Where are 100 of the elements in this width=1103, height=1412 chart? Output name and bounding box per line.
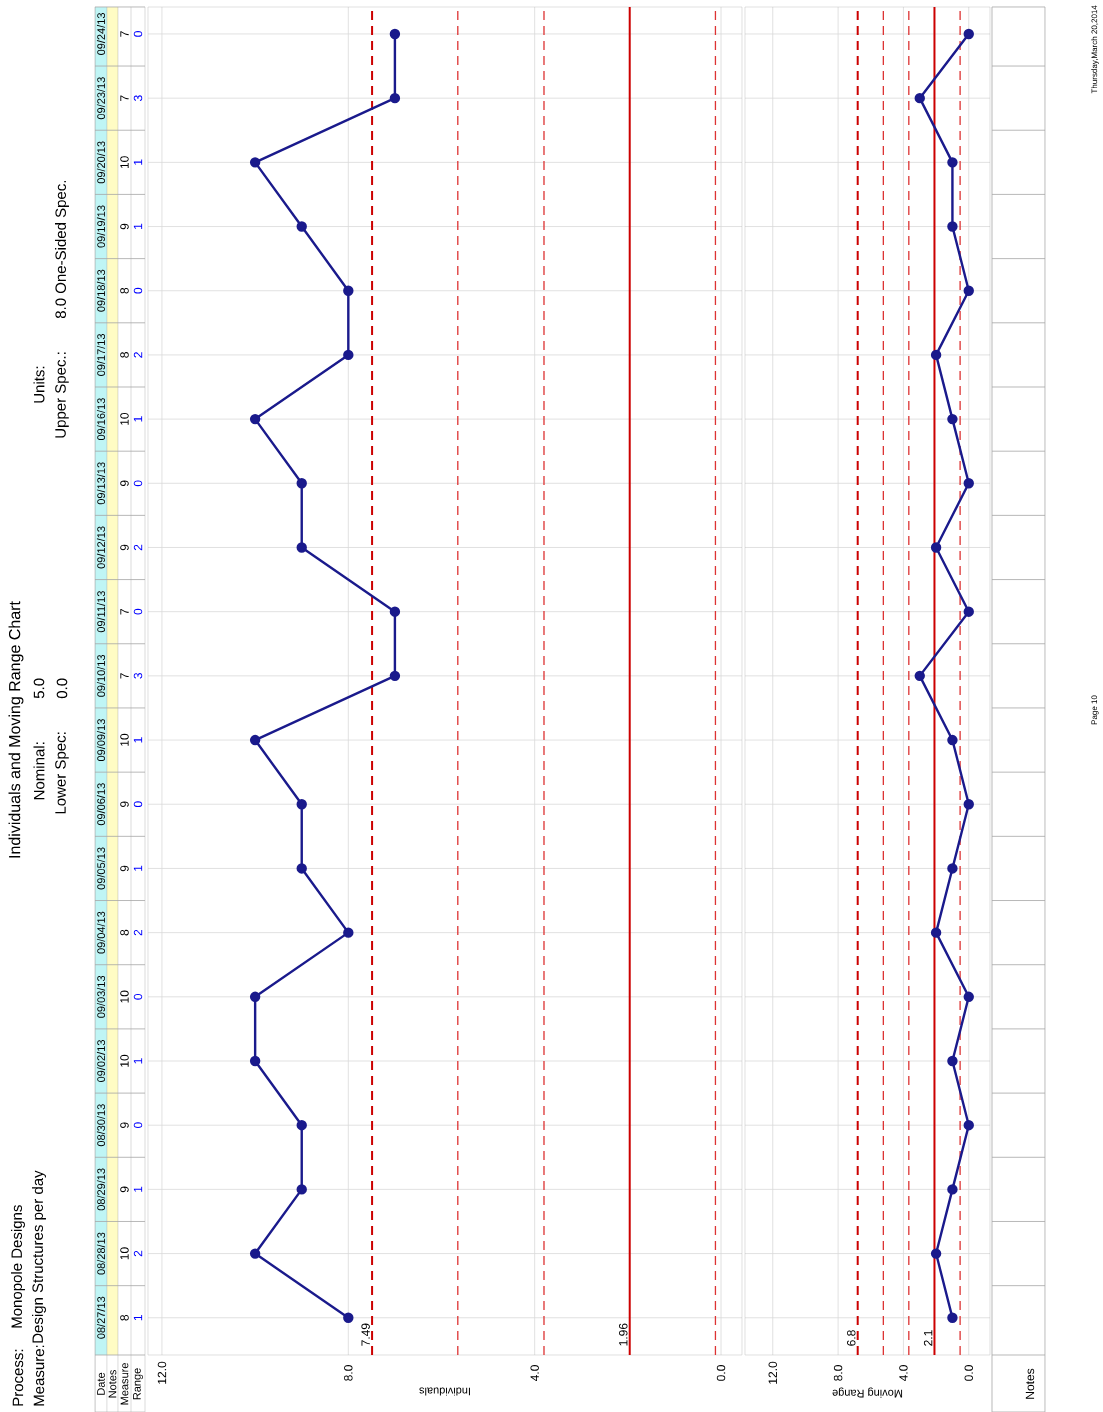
point [963, 799, 974, 810]
data-label: 7 [120, 673, 129, 679]
point [343, 927, 354, 938]
ref-line-label: 2.1 [923, 1330, 933, 1346]
data-label: 2 [133, 544, 143, 551]
x-axis-title: Individuals [419, 1387, 470, 1396]
text: Design Structures per day [32, 1170, 46, 1343]
point [249, 1248, 261, 1259]
text: Upper Spec.: [55, 352, 69, 438]
point [296, 799, 307, 810]
y-tick-label: 09/05/13 [96, 847, 106, 890]
point [963, 285, 974, 296]
y-tick-label: 09/17/13 [96, 334, 106, 376]
data-label: 9 [120, 801, 129, 808]
point [389, 606, 401, 617]
text: Range [133, 1368, 143, 1400]
point [947, 157, 958, 168]
point [389, 670, 401, 682]
y-tick-label: 09/12/13 [96, 526, 106, 569]
x-axis-title: Moving Range [832, 1387, 903, 1398]
point [963, 1120, 974, 1131]
point [963, 991, 974, 1003]
x-tick-label: 12.0 [768, 1361, 777, 1384]
point [249, 734, 261, 746]
data-label: 8 [120, 287, 129, 294]
point [914, 92, 925, 104]
point [343, 1312, 354, 1323]
ref-line-label: 1.96 [619, 1323, 628, 1346]
y-tick-label: 09/19/13 [96, 205, 106, 248]
data-label: 0 [133, 801, 143, 808]
ref-line-label: 7.49 [361, 1323, 370, 1346]
data-label: 10 [120, 156, 129, 169]
point [947, 413, 958, 425]
point [930, 542, 942, 553]
data-label: 7 [120, 31, 129, 37]
text: 8.0 One-Sided Spec. [55, 180, 69, 319]
data-label: 2 [133, 1250, 143, 1257]
data-label: 3 [133, 95, 143, 102]
point [963, 28, 974, 40]
data-label: 7 [120, 608, 129, 615]
point [296, 221, 307, 232]
data-label: 9 [120, 480, 129, 487]
text: 5.0 [33, 678, 45, 699]
point [389, 28, 401, 40]
data-label: 8 [120, 1314, 129, 1321]
point [947, 734, 958, 746]
y-tick-label: 08/29/13 [96, 1168, 106, 1211]
y-tick-label: 09/03/13 [96, 975, 106, 1018]
y-tick-label: 09/09/13 [96, 719, 106, 762]
x-tick-label: 4.0 [530, 1365, 539, 1382]
point [914, 670, 925, 682]
point [249, 991, 261, 1003]
point [296, 1184, 307, 1195]
y-tick-label: 09/06/13 [96, 783, 106, 826]
x-tick-label: 8.0 [344, 1365, 353, 1381]
data-label: 9 [120, 544, 129, 551]
text: Notes [108, 1370, 117, 1398]
data-label: 9 [120, 1122, 129, 1128]
data-label: 1 [133, 1315, 143, 1321]
text: Notes [1025, 1368, 1035, 1399]
y-tick-label: 09/16/13 [96, 398, 106, 441]
point [249, 1055, 261, 1067]
y-tick-label: 08/30/13 [96, 1104, 106, 1147]
point [947, 1184, 958, 1195]
data-label: 9 [120, 865, 129, 872]
data-label: 0 [133, 1122, 143, 1129]
data-label: 1 [133, 223, 143, 229]
data-label: 0 [133, 480, 143, 487]
data-label: 0 [133, 608, 143, 615]
text: Monopole Designs [10, 1205, 25, 1328]
text: Process: [12, 1349, 24, 1406]
ref-line-label: 6.8 [847, 1330, 856, 1346]
point [343, 285, 354, 296]
text: Individuals and Moving Range Chart [8, 601, 24, 858]
data-label: 7 [120, 95, 129, 101]
data-label: 10 [120, 733, 129, 746]
text: Units: [33, 366, 45, 403]
data-label: 8 [120, 929, 129, 936]
data-label: 9 [120, 223, 129, 230]
y-tick-label: 08/27/13 [96, 1296, 106, 1339]
text: Date [97, 1372, 105, 1395]
point [947, 1055, 958, 1067]
data-label: 1 [133, 737, 143, 743]
point [930, 927, 942, 938]
data-label: 8 [120, 352, 129, 358]
point [296, 863, 307, 874]
data-label: 1 [133, 1058, 143, 1064]
y-tick-label: 09/10/13 [96, 654, 106, 697]
text: 0.0 [56, 678, 68, 699]
y-tick-label: 09/02/13 [96, 1040, 106, 1082]
point [343, 349, 354, 361]
data-label: 1 [133, 1186, 143, 1192]
data-label: 0 [133, 287, 143, 294]
x-tick-label: 4.0 [899, 1365, 908, 1382]
y-tick-label: 09/11/13 [96, 591, 106, 633]
point [296, 1119, 307, 1131]
point [296, 542, 307, 553]
point [930, 349, 942, 361]
data-label: 3 [133, 673, 143, 679]
point [947, 1312, 958, 1323]
